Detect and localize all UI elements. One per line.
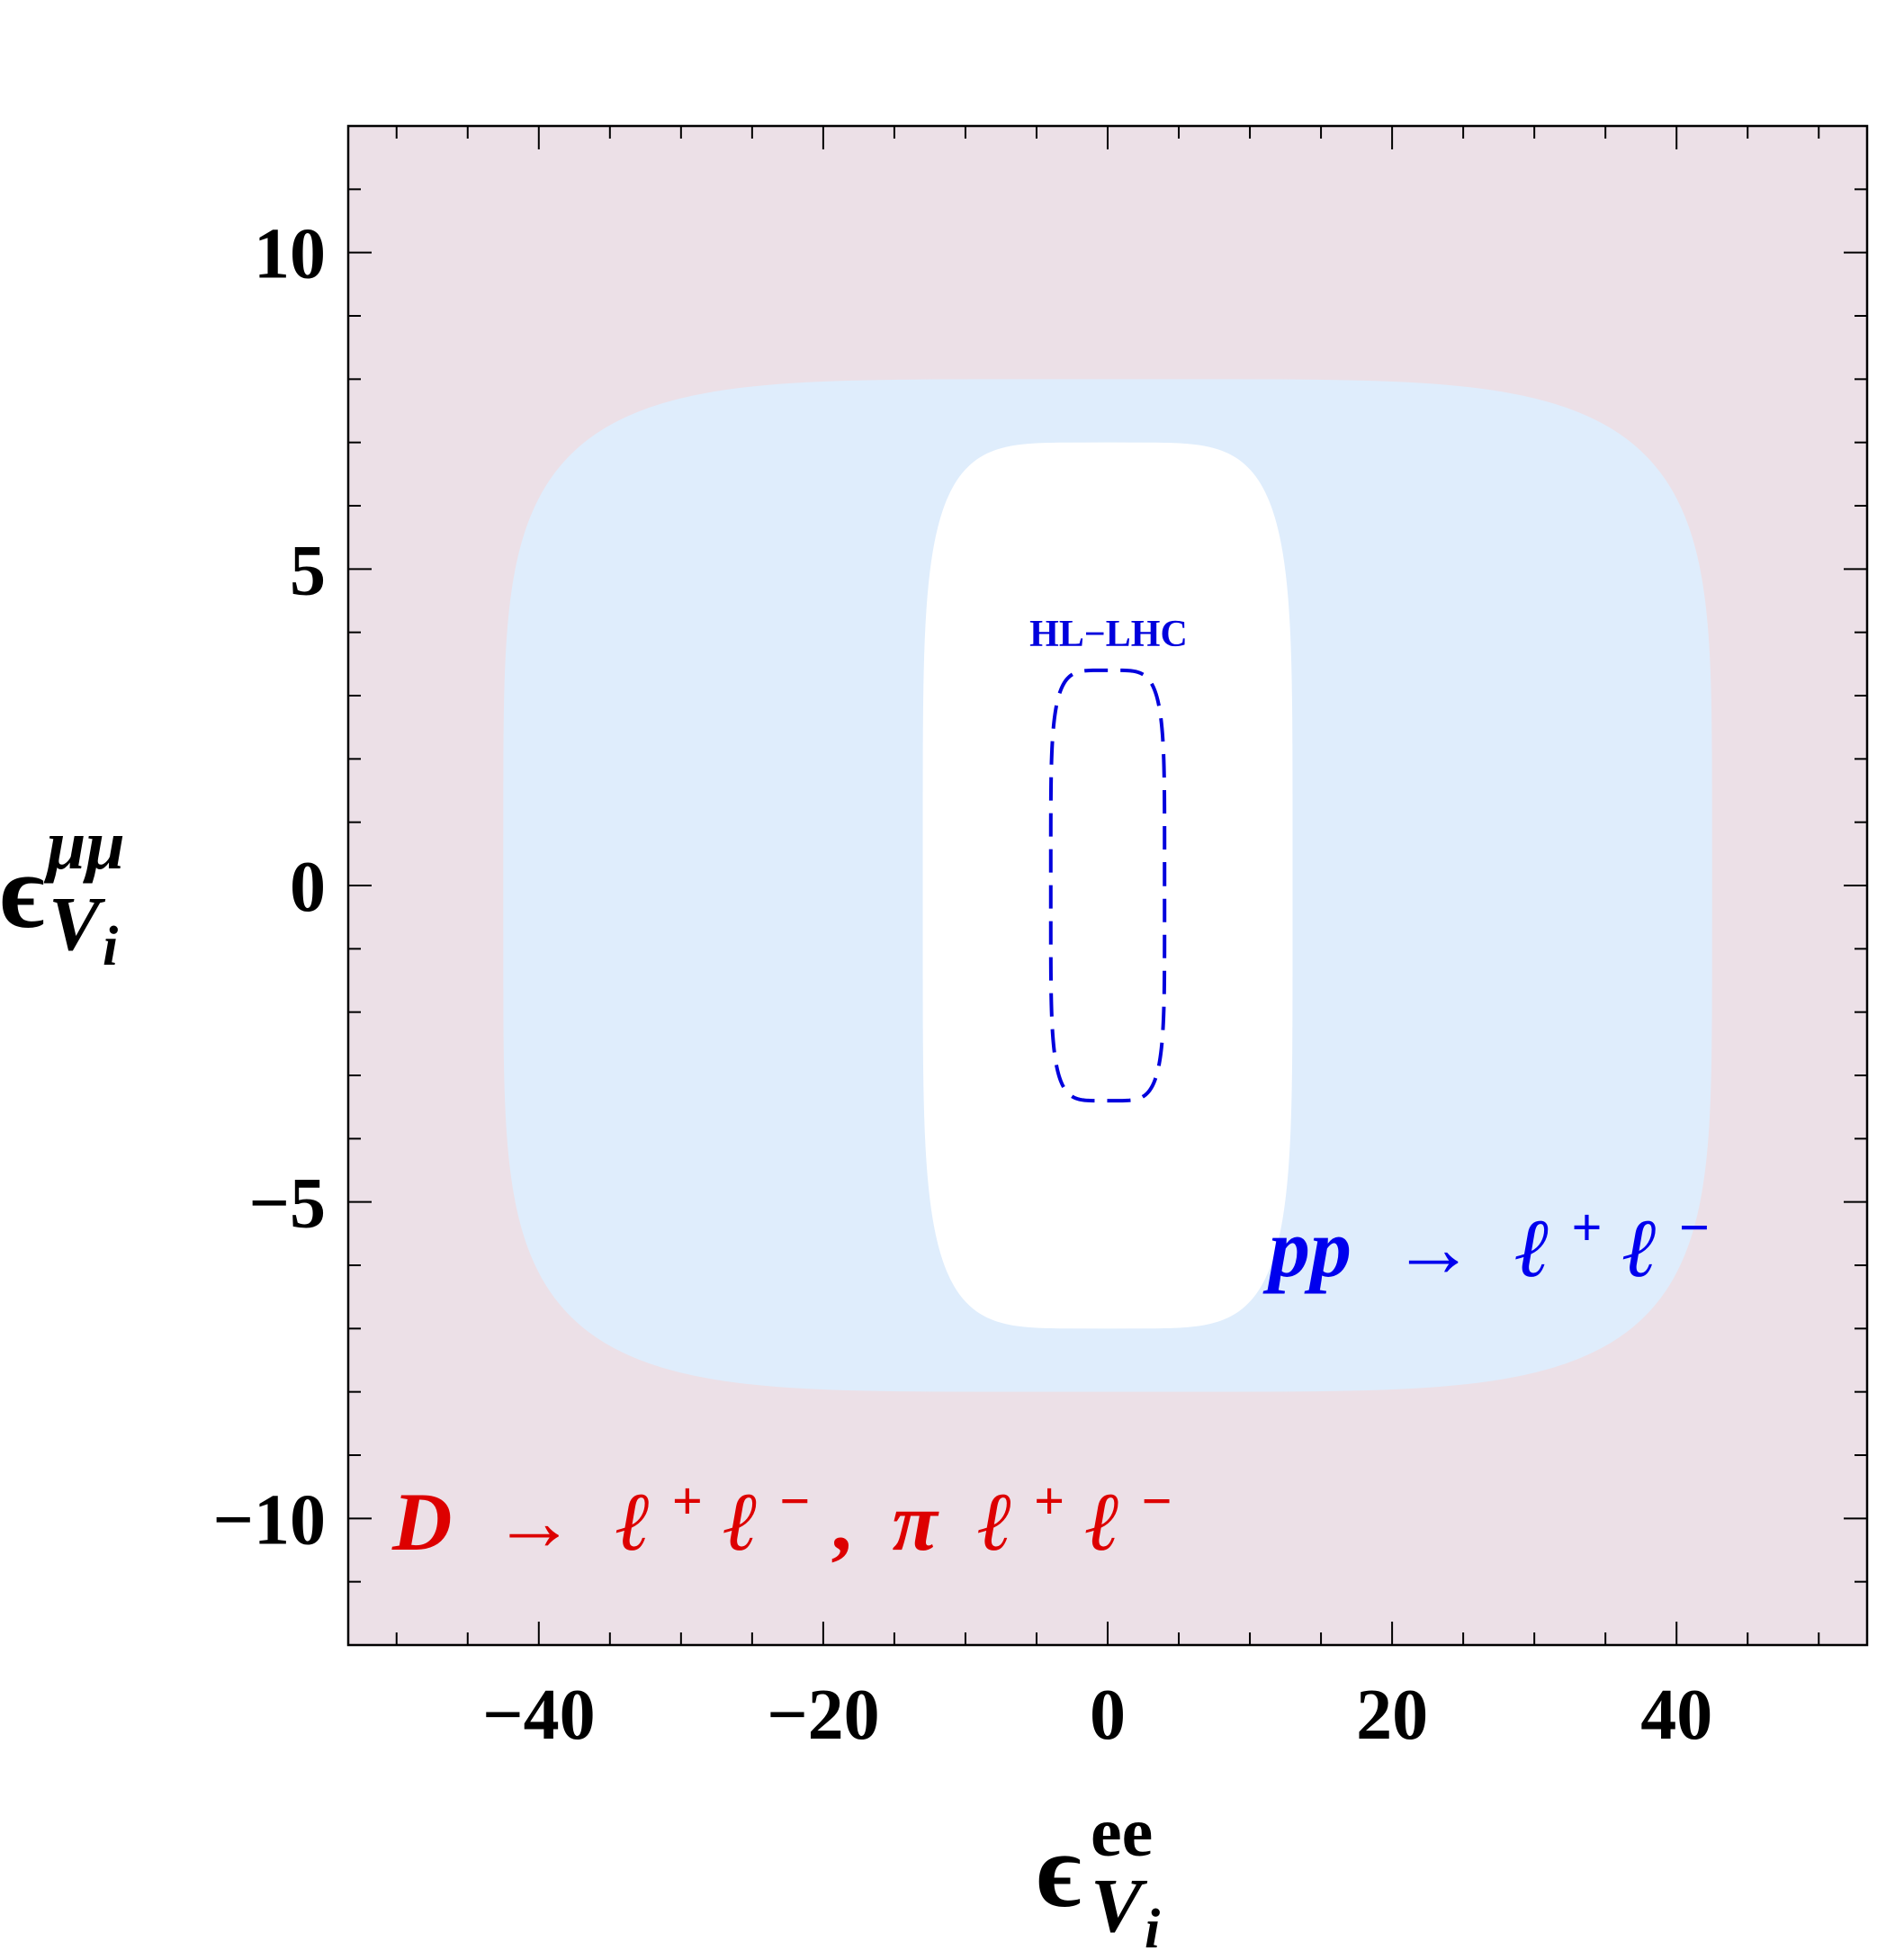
tick-labels: −40 −20 0 20 40 −10 −5 0 5 10 — [212, 215, 1712, 1755]
pp-label-lepton-2: ℓ — [1623, 1202, 1658, 1294]
d-label-main: D — [391, 1476, 452, 1568]
pp-label-minus: − — [1679, 1198, 1710, 1257]
pp-label-lepton-1: ℓ — [1515, 1202, 1550, 1294]
x-tick-label: 40 — [1640, 1676, 1712, 1755]
x-label-subscript: V — [1091, 1862, 1148, 1948]
d-label-lepton-4: ℓ — [1085, 1476, 1120, 1568]
d-label-plus-1: + — [672, 1471, 703, 1531]
d-label-minus-2: − — [1142, 1471, 1172, 1531]
pp-label-plus: + — [1571, 1198, 1602, 1257]
d-label-lepton-1: ℓ — [615, 1476, 651, 1568]
d-label-lepton-2: ℓ — [723, 1476, 759, 1568]
d-label-minus-1: − — [779, 1471, 810, 1531]
x-label-symbol: ϵ — [1037, 1812, 1082, 1929]
x-tick-label: −20 — [767, 1676, 880, 1755]
pp-label-main: pp — [1262, 1202, 1352, 1294]
d-label-arrow: → — [492, 1476, 575, 1568]
hl-lhc-label: HL−LHC — [1029, 614, 1188, 655]
pp-region-label: pp → ℓ + ℓ − — [1262, 1172, 1710, 1294]
allowed-region — [922, 442, 1293, 1329]
y-label-symbol: ϵ — [0, 832, 45, 950]
d-label-comma: , — [831, 1476, 851, 1568]
d-label-lepton-3: ℓ — [978, 1476, 1013, 1568]
y-tick-label: 10 — [254, 215, 326, 294]
y-label-subsubscript: i — [103, 916, 118, 977]
d-label-pi: π — [892, 1476, 939, 1568]
x-tick-label: 0 — [1090, 1676, 1126, 1755]
y-tick-label: 5 — [290, 531, 326, 610]
y-tick-label: −10 — [212, 1480, 326, 1560]
y-label-subscript: V — [49, 880, 106, 967]
y-axis-label: ϵ μμ V i — [0, 805, 125, 977]
x-label-superscript: ee — [1091, 1793, 1153, 1871]
x-axis-label: ϵ ee V i — [1037, 1793, 1160, 1960]
plot-frame — [346, 124, 1869, 1647]
x-label-subsubscript: i — [1145, 1899, 1160, 1956]
x-tick-label: −40 — [482, 1676, 596, 1755]
d-region-label: D → ℓ + ℓ − , π ℓ + ℓ − — [391, 1445, 1172, 1568]
y-tick-label: 0 — [290, 848, 326, 927]
pp-label-arrow: → — [1392, 1202, 1475, 1294]
y-tick-label: −5 — [248, 1164, 326, 1244]
axis-ticks — [348, 125, 1867, 1646]
plot-area — [348, 126, 1867, 1645]
y-label-superscript: μμ — [43, 805, 125, 884]
hl-lhc-projection-contour — [1048, 668, 1167, 1103]
d-label-plus-2: + — [1034, 1471, 1064, 1531]
x-tick-label: 20 — [1356, 1676, 1428, 1755]
